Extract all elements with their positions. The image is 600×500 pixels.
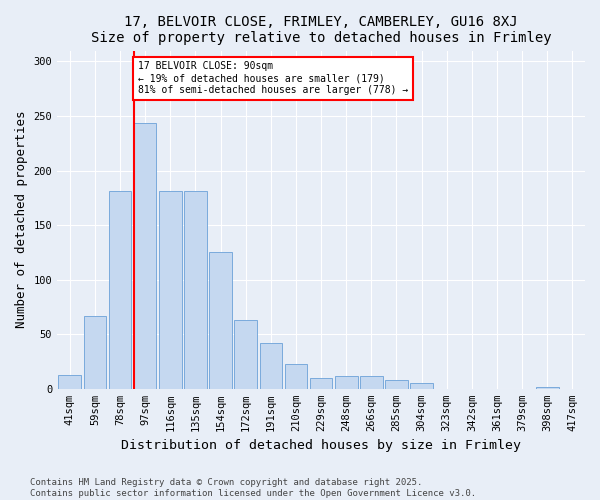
Bar [134, 122, 157, 389]
Bar [58, 374, 81, 389]
Bar [83, 316, 106, 389]
Bar [159, 192, 182, 389]
Bar [335, 376, 358, 389]
Bar [209, 252, 232, 389]
Y-axis label: Number of detached properties: Number of detached properties [15, 111, 28, 328]
Text: Contains HM Land Registry data © Crown copyright and database right 2025.
Contai: Contains HM Land Registry data © Crown c… [30, 478, 476, 498]
Text: 17 BELVOIR CLOSE: 90sqm
← 19% of detached houses are smaller (179)
81% of semi-d: 17 BELVOIR CLOSE: 90sqm ← 19% of detache… [137, 62, 408, 94]
Bar [385, 380, 408, 389]
Bar [235, 320, 257, 389]
Bar [109, 192, 131, 389]
X-axis label: Distribution of detached houses by size in Frimley: Distribution of detached houses by size … [121, 440, 521, 452]
Bar [536, 386, 559, 389]
Bar [360, 376, 383, 389]
Bar [284, 364, 307, 389]
Bar [310, 378, 332, 389]
Bar [184, 192, 207, 389]
Bar [410, 384, 433, 389]
Bar [260, 343, 282, 389]
Title: 17, BELVOIR CLOSE, FRIMLEY, CAMBERLEY, GU16 8XJ
Size of property relative to det: 17, BELVOIR CLOSE, FRIMLEY, CAMBERLEY, G… [91, 15, 551, 45]
